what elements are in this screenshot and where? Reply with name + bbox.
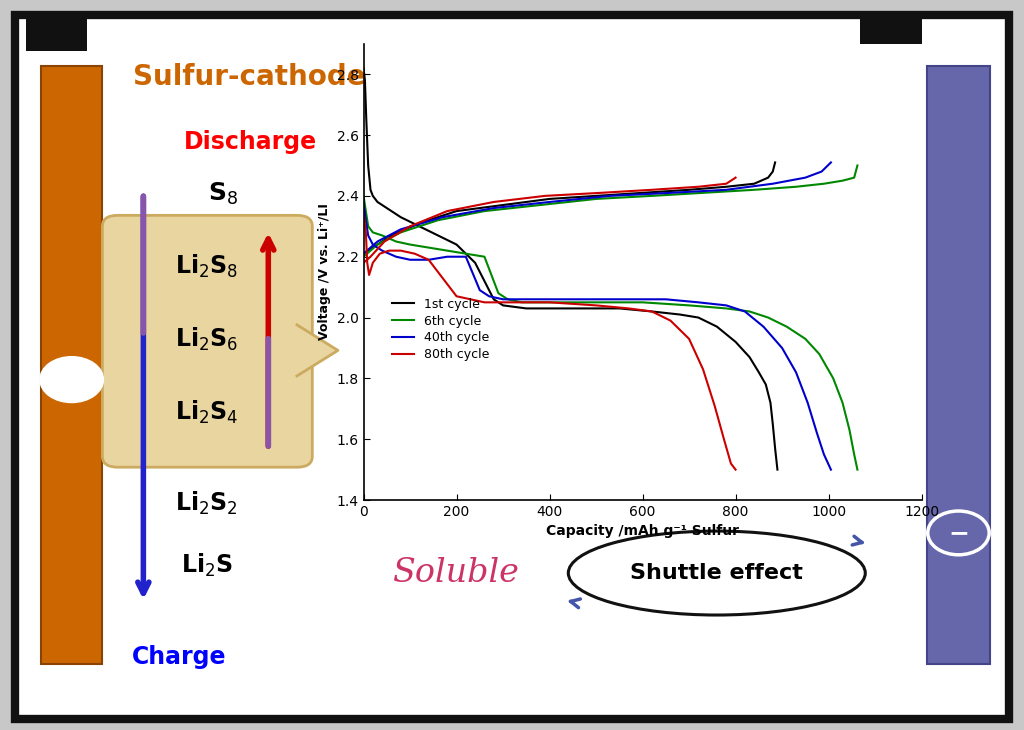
6th cycle	[851, 161, 863, 170]
X-axis label: Capacity /mAh g⁻¹ Sulfur: Capacity /mAh g⁻¹ Sulfur	[546, 524, 739, 539]
Bar	[927, 66, 990, 664]
Text: Sulfur-cathode: Sulfur-cathode	[133, 63, 366, 91]
Text: +: +	[61, 368, 82, 391]
6th cycle	[394, 228, 407, 237]
40th cycle	[487, 204, 500, 212]
40th cycle	[720, 185, 732, 194]
1st cycle	[636, 188, 649, 197]
Polygon shape	[297, 325, 338, 376]
Line: 80th cycle: 80th cycle	[364, 177, 735, 263]
6th cycle	[697, 188, 710, 197]
6th cycle	[848, 173, 860, 182]
6th cycle	[372, 240, 384, 249]
40th cycle	[767, 180, 779, 188]
80th cycle	[595, 188, 607, 197]
40th cycle	[357, 250, 370, 258]
6th cycle	[790, 182, 802, 191]
80th cycle	[539, 191, 551, 200]
6th cycle	[837, 176, 849, 185]
Text: Li$_2$S: Li$_2$S	[181, 552, 232, 580]
Text: Charge: Charge	[132, 645, 226, 669]
40th cycle	[665, 188, 677, 197]
1st cycle	[767, 167, 779, 176]
1st cycle	[385, 231, 397, 239]
80th cycle	[729, 173, 741, 182]
1st cycle	[451, 207, 463, 215]
40th cycle	[824, 158, 837, 167]
80th cycle	[692, 182, 705, 191]
Line: 6th cycle: 6th cycle	[364, 166, 857, 257]
6th cycle	[535, 201, 547, 210]
Legend: 1st cycle, 6th cycle, 40th cycle, 80th cycle: 1st cycle, 6th cycle, 40th cycle, 80th c…	[386, 293, 495, 366]
Text: S$_8$: S$_8$	[208, 180, 239, 207]
Text: −: −	[948, 521, 969, 545]
6th cycle	[646, 191, 658, 200]
Bar	[41, 66, 102, 664]
6th cycle	[818, 180, 830, 188]
40th cycle	[815, 167, 827, 176]
Line: 1st cycle: 1st cycle	[364, 163, 775, 254]
80th cycle	[357, 258, 370, 267]
80th cycle	[441, 207, 454, 215]
Text: Li$_2$S$_8$: Li$_2$S$_8$	[175, 253, 239, 280]
1st cycle	[720, 182, 732, 191]
Circle shape	[928, 511, 989, 555]
1st cycle	[413, 219, 426, 228]
1st cycle	[769, 158, 781, 167]
Bar	[860, 11, 922, 51]
1st cycle	[497, 201, 509, 210]
Line: 40th cycle: 40th cycle	[364, 163, 830, 254]
40th cycle	[394, 225, 407, 234]
80th cycle	[403, 222, 416, 231]
40th cycle	[372, 237, 384, 246]
40th cycle	[544, 198, 556, 207]
Y-axis label: Voltage /V vs. Li⁺/LI: Voltage /V vs. Li⁺/LI	[318, 204, 331, 340]
Text: Li$_2$S$_6$: Li$_2$S$_6$	[175, 326, 239, 353]
80th cycle	[365, 253, 377, 261]
Circle shape	[41, 358, 102, 402]
1st cycle	[357, 250, 370, 258]
1st cycle	[748, 180, 760, 188]
6th cycle	[432, 216, 444, 225]
Bar	[26, 11, 87, 51]
Text: Discharge: Discharge	[184, 131, 317, 154]
Ellipse shape	[568, 531, 865, 615]
80th cycle	[720, 180, 732, 188]
40th cycle	[604, 191, 616, 200]
Text: Li-anode: Li-anode	[766, 63, 901, 91]
Text: Soluble: Soluble	[392, 557, 519, 589]
Text: Li$_2$S$_2$: Li$_2$S$_2$	[175, 490, 239, 518]
FancyBboxPatch shape	[102, 215, 312, 467]
1st cycle	[762, 173, 774, 182]
Text: Shuttle effect: Shuttle effect	[631, 563, 803, 583]
80th cycle	[378, 237, 390, 246]
1st cycle	[367, 243, 379, 252]
6th cycle	[748, 185, 760, 194]
6th cycle	[590, 194, 602, 203]
6th cycle	[478, 207, 490, 215]
Text: Li$_2$S$_4$: Li$_2$S$_4$	[175, 399, 239, 426]
40th cycle	[436, 213, 449, 222]
1st cycle	[590, 191, 602, 200]
6th cycle	[357, 253, 370, 261]
80th cycle	[487, 198, 500, 207]
80th cycle	[646, 185, 658, 194]
1st cycle	[683, 185, 695, 194]
40th cycle	[799, 173, 811, 182]
1st cycle	[544, 194, 556, 203]
